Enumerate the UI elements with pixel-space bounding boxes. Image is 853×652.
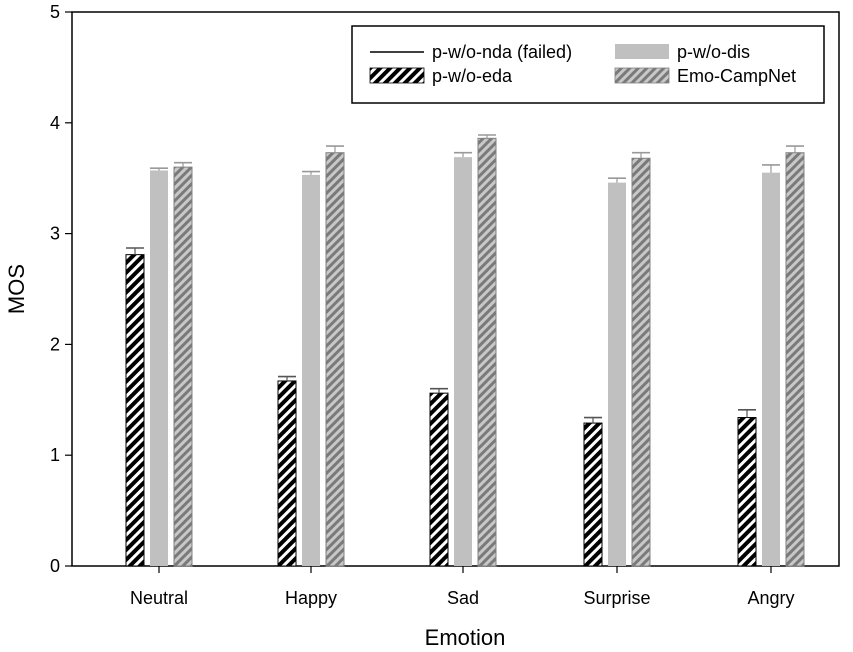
legend-label-p-w-o-nda: p-w/o-nda (failed) [432, 42, 572, 62]
bar-emo-campnet-happy [325, 152, 345, 567]
bar-p-w-o-eda-happy [277, 380, 297, 567]
bar-p-w-o-eda-sad [429, 392, 449, 567]
bar-p-w-o-dis-sad [454, 157, 472, 566]
bar-p-w-o-dis-happy [302, 174, 320, 566]
legend-swatch-p-w-o-dis [615, 44, 669, 59]
legend-swatch-emo-campnet [614, 67, 670, 84]
bar-p-w-o-eda-angry [737, 417, 757, 567]
y-tick-label: 4 [50, 113, 60, 133]
x-tick-label: Angry [747, 588, 794, 608]
x-tick-label: Sad [447, 588, 479, 608]
bar-emo-campnet-surprise [631, 157, 651, 567]
bars [125, 134, 805, 567]
y-tick-label: 3 [50, 224, 60, 244]
bar-p-w-o-dis-neutral [150, 170, 168, 566]
bar-emo-campnet-angry [785, 152, 805, 567]
legend-label-emo-campnet: Emo-CampNet [677, 66, 796, 86]
y-axis: 0 1 2 3 4 5 [50, 2, 72, 576]
y-axis-title: MOS [4, 264, 29, 314]
bar-emo-campnet-neutral [173, 166, 193, 567]
x-axis: Neutral Happy Sad Surprise Angry [130, 566, 795, 608]
legend: p-w/o-nda (failed) p-w/o-eda p-w/o-dis E… [351, 25, 825, 104]
bar-emo-campnet-sad [477, 137, 497, 567]
x-tick-label: Neutral [130, 588, 188, 608]
x-tick-label: Happy [285, 588, 337, 608]
bar-p-w-o-dis-angry [762, 172, 780, 566]
bar-p-w-o-eda-surprise [583, 422, 603, 567]
legend-label-p-w-o-eda: p-w/o-eda [432, 66, 513, 86]
y-tick-label: 2 [50, 334, 60, 354]
x-tick-label: Surprise [583, 588, 650, 608]
legend-label-p-w-o-dis: p-w/o-dis [677, 42, 750, 62]
legend-box [351, 25, 825, 104]
y-tick-label: 0 [50, 556, 60, 576]
x-axis-title: Emotion [425, 625, 506, 650]
y-tick-label: 1 [50, 445, 60, 465]
y-tick-label: 5 [50, 2, 60, 22]
legend-swatch-p-w-o-eda [369, 67, 425, 84]
bar-p-w-o-dis-surprise [608, 182, 626, 566]
bar-p-w-o-eda-neutral [125, 254, 145, 567]
